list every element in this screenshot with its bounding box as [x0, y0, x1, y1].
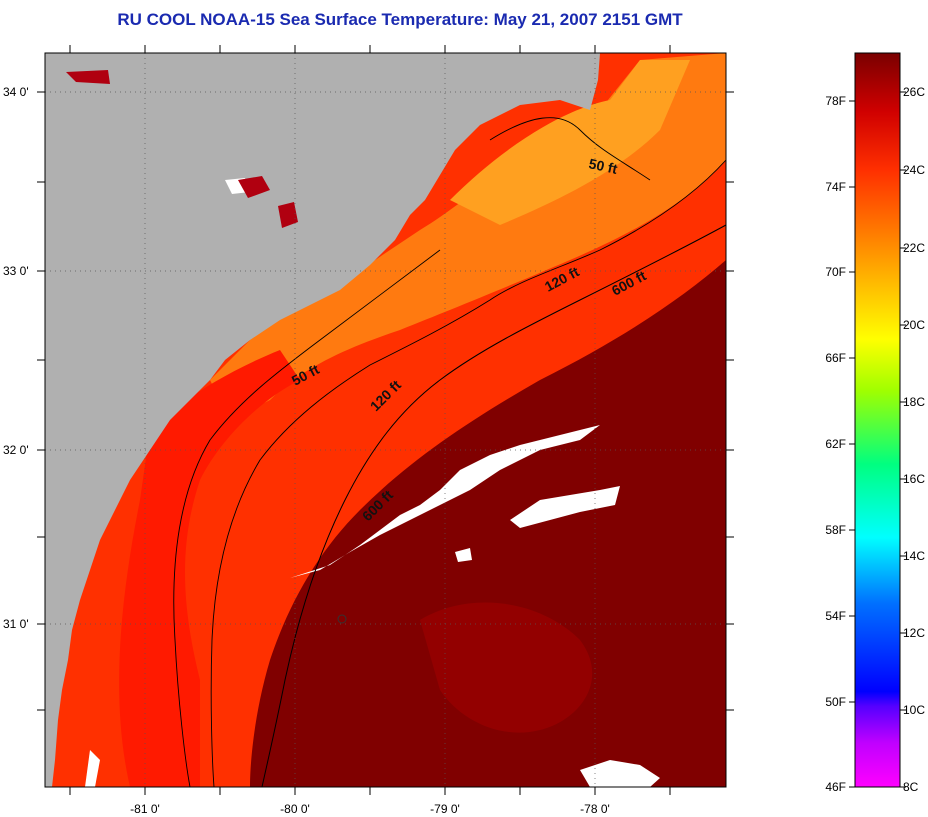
- contour-50ft-south: [173, 249, 441, 787]
- lat-tick-label: 32 0': [3, 443, 29, 457]
- contour-label: 50 ft: [587, 155, 619, 177]
- colorbar-gradient: [854, 52, 901, 788]
- colorbar-label-c: 8C: [903, 780, 919, 794]
- colorbar-label-f: 62F: [825, 437, 846, 451]
- shelf-water-yellow: [450, 60, 690, 225]
- colorbar-label-c: 14C: [903, 549, 925, 563]
- inland-lake: [238, 176, 270, 198]
- cloud-patches: [85, 178, 660, 787]
- lon-tick-label: -80 0': [280, 802, 310, 816]
- colorbar-label-f: 54F: [825, 609, 846, 623]
- colorbar-label-f: 50F: [825, 695, 846, 709]
- colorbar: 78F 74F 70F 66F 62F 58F 54F 50F 46F 26C …: [825, 52, 925, 794]
- nearshore-red: [119, 350, 300, 787]
- station-marker: [337, 614, 347, 624]
- colorbar-label-c: 22C: [903, 241, 925, 255]
- colorbar-label-f: 70F: [825, 265, 846, 279]
- colorbar-label-f: 46F: [825, 780, 846, 794]
- inland-lake: [66, 70, 110, 84]
- map-area: 50 ft 50 ft 120 ft 120 ft 600 ft 600 ft: [45, 53, 726, 787]
- lat-tick-label: 34 0': [3, 85, 29, 99]
- gulf-stream-eddy: [420, 602, 593, 733]
- colorbar-label-c: 18C: [903, 395, 925, 409]
- lat-tick-label: 31 0': [3, 617, 29, 631]
- graticule: [45, 53, 726, 787]
- colorbar-label-f: 58F: [825, 523, 846, 537]
- colorbar-label-c: 26C: [903, 85, 925, 99]
- colorbar-label-f: 74F: [825, 180, 846, 194]
- inland-lake: [278, 202, 298, 228]
- colorbar-label-c: 20C: [903, 318, 925, 332]
- contour-600ft: [261, 224, 726, 787]
- colorbar-label-c: 24C: [903, 163, 925, 177]
- map-title: RU COOL NOAA-15 Sea Surface Temperature:…: [117, 10, 683, 29]
- lon-tick-label: -81 0': [130, 802, 160, 816]
- colorbar-label-c: 16C: [903, 472, 925, 486]
- colorbar-label-c: 12C: [903, 626, 925, 640]
- land-mass: [45, 53, 600, 787]
- colorbar-label-f: 78F: [825, 94, 846, 108]
- lon-tick-label: -79 0': [430, 802, 460, 816]
- map-ticks: [37, 45, 734, 795]
- colorbar-label-c: 10C: [903, 703, 925, 717]
- map-frame: [44, 52, 727, 788]
- lat-tick-label: 33 0': [3, 264, 29, 278]
- contour-50ft-north: [489, 117, 651, 181]
- colorbar-label-f: 66F: [825, 351, 846, 365]
- contour-120ft: [210, 159, 726, 787]
- gulf-stream-warm-core: [250, 260, 726, 787]
- lon-tick-label: -78 0': [580, 802, 610, 816]
